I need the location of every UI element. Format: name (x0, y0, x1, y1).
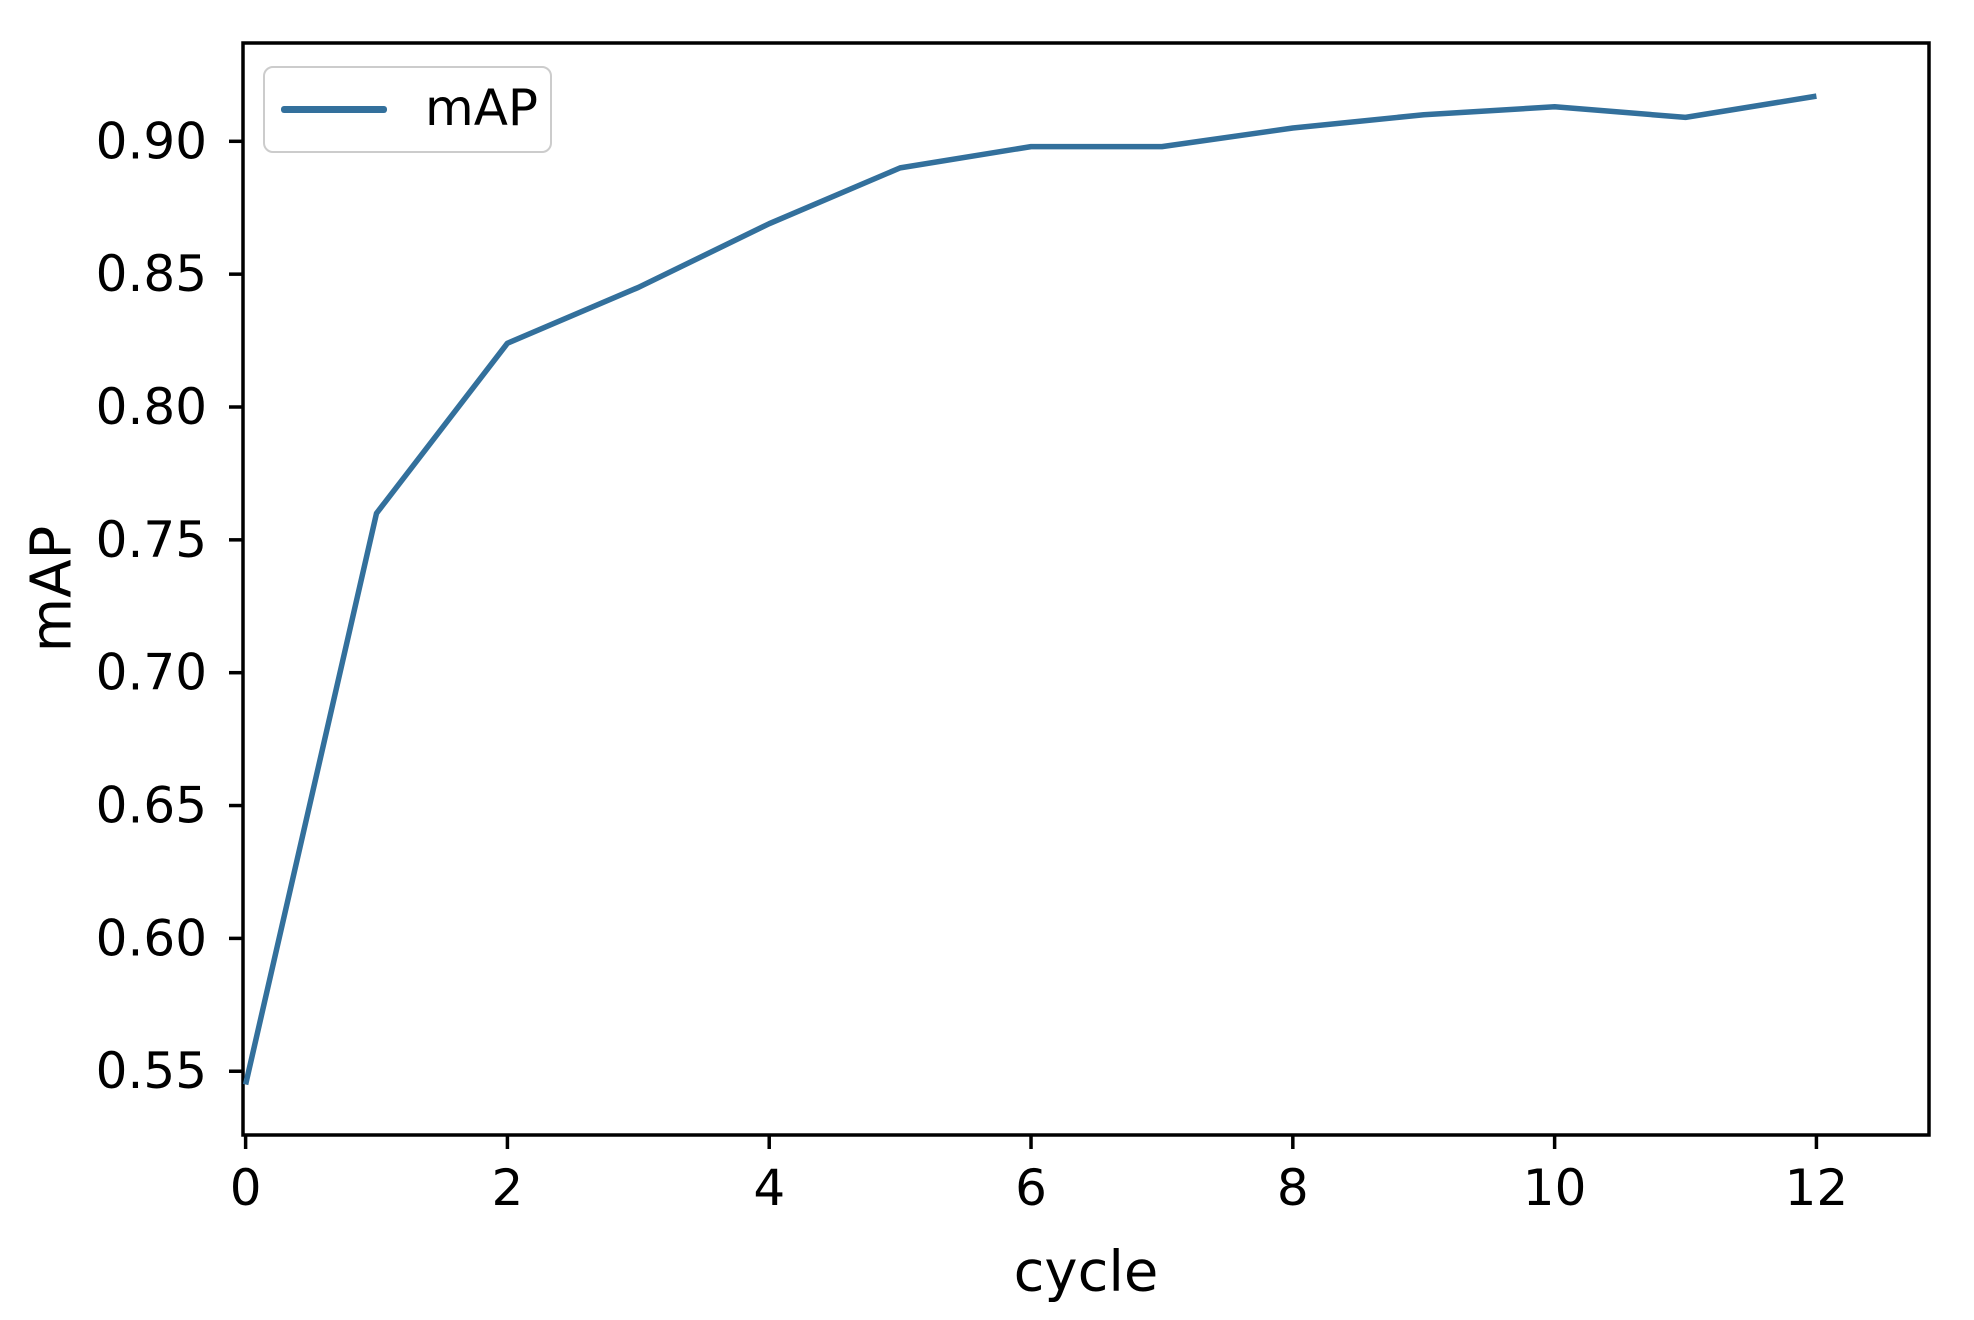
y-tick-label: 0.85 (96, 245, 207, 303)
x-axis-label: cycle (1013, 1239, 1159, 1305)
y-tick-label: 0.60 (96, 909, 207, 967)
x-tick-label: 8 (1277, 1159, 1309, 1217)
y-tick-label: 0.90 (96, 112, 207, 170)
y-tick-label: 0.80 (96, 378, 207, 436)
x-tick-label: 12 (1785, 1159, 1849, 1217)
x-tick-label: 2 (492, 1159, 524, 1217)
y-tick-label: 0.75 (96, 511, 207, 569)
axes-spines (241, 41, 1931, 1137)
map-line (242, 93, 1817, 1086)
x-tick-label: 6 (1015, 1159, 1047, 1217)
x-tick-label: 0 (230, 1159, 262, 1217)
y-tick-label: 0.55 (96, 1042, 207, 1100)
x-tick-label: 4 (753, 1159, 785, 1217)
x-tick-label: 10 (1523, 1159, 1587, 1217)
y-tick-label: 0.65 (96, 777, 207, 835)
legend: mAP (263, 66, 552, 153)
legend-line-sample (281, 106, 387, 113)
legend-label: mAP (425, 78, 539, 137)
y-tick-label: 0.70 (96, 644, 207, 702)
y-axis-label: mAP (19, 525, 85, 653)
